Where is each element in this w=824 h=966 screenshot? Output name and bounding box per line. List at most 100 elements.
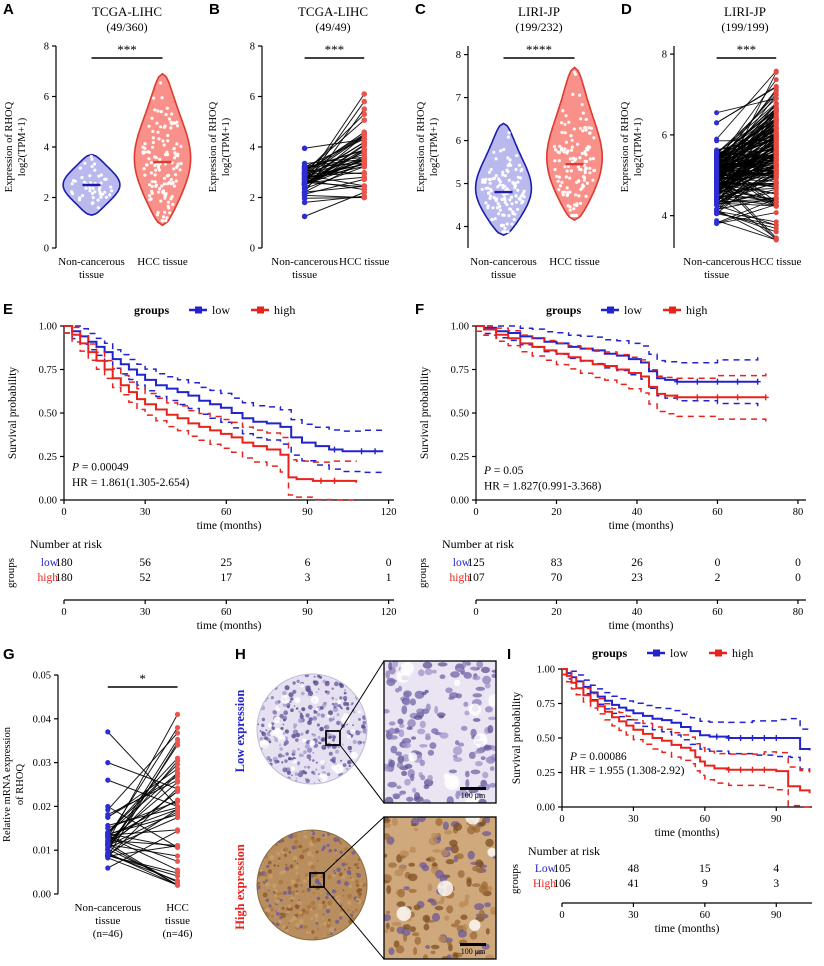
svg-text:groups: groups	[592, 646, 627, 660]
svg-text:****: ****	[526, 42, 552, 57]
svg-text:4: 4	[456, 222, 462, 233]
svg-text:3: 3	[305, 572, 311, 584]
panel-c-letter: C	[415, 1, 426, 18]
svg-text:80: 80	[793, 607, 804, 618]
km-curve-low	[476, 325, 758, 383]
svg-text:time (months): time (months)	[655, 827, 720, 839]
panel-i: I groups low high 0.00 0.25 0.50 0.75 1.00 0 30 60…	[504, 645, 824, 966]
violin-Non-cancerous tissue	[474, 122, 533, 236]
svg-text:0: 0	[44, 244, 49, 255]
svg-text:P = 0.00086: P = 0.00086	[569, 751, 627, 763]
panel-a: A TCGA-LIHC (49/360) 0 2 4 6 8 Expression of RH…	[0, 0, 206, 300]
svg-text:Survival probability: Survival probability	[419, 367, 431, 460]
svg-text:125: 125	[467, 557, 485, 569]
svg-text:groups: groups	[5, 558, 17, 588]
panel-c-chart: LIRI-JP(199/232) 4 5 6 7 8 Expression of RHOQ l…	[416, 4, 603, 281]
panel-b-canvas: TCGA-LIHC (49/49) 0 2 4 6 8 Expression of RHOQ l…	[206, 0, 412, 300]
panel-g-chart: 0.00 0.01 0.02 0.03 0.04 0.05 Relative mRNA ex…	[2, 671, 193, 941]
svg-text:0: 0	[386, 557, 392, 569]
svg-text:Expression of RHOQ: Expression of RHOQ	[620, 101, 631, 192]
panel-f: F groups low high 0.00 0.25 0.50 0.75 1.00 0 20 40…	[412, 300, 824, 645]
panel-h-images: Low expression 100 μm High expression 100 μ…	[233, 660, 497, 960]
svg-text:0.50: 0.50	[39, 409, 57, 420]
svg-text:100 μm: 100 μm	[461, 791, 486, 800]
svg-text:6: 6	[456, 136, 461, 147]
svg-text:HCC tissue: HCC tissue	[137, 256, 188, 268]
svg-text:52: 52	[139, 572, 151, 584]
svg-text:HCC tissue: HCC tissue	[339, 256, 390, 268]
panel-d-chart: LIRI-JP(199/199) 4 6 8 Expression of RHOQ log…	[620, 4, 802, 281]
svg-text:Expression of RHOQ: Expression of RHOQ	[4, 101, 15, 192]
svg-text:high: high	[38, 572, 59, 584]
svg-text:23: 23	[631, 572, 643, 584]
svg-text:83: 83	[551, 557, 563, 569]
svg-text:60: 60	[700, 910, 711, 921]
svg-text:8: 8	[44, 42, 49, 53]
ihc-core-image	[257, 830, 367, 940]
svg-text:15: 15	[699, 863, 711, 875]
violin-HCC tissue	[546, 66, 603, 222]
svg-text:LIRI-JP: LIRI-JP	[724, 4, 766, 19]
panel-a-chart: TCGA-LIHC(49/360) 0 2 4 6 8 Expression of RHOQ…	[4, 4, 192, 281]
svg-text:60: 60	[700, 814, 711, 825]
svg-text:time (months): time (months)	[609, 520, 674, 532]
svg-text:7: 7	[456, 93, 461, 104]
svg-text:low: low	[624, 303, 642, 317]
svg-text:log2(TPM+1): log2(TPM+1)	[633, 117, 644, 176]
svg-text:High: High	[533, 878, 556, 890]
svg-text:Non-cancerous: Non-cancerous	[58, 256, 125, 268]
svg-text:0.25: 0.25	[537, 768, 555, 779]
svg-text:*: *	[139, 671, 146, 686]
svg-text:6: 6	[662, 130, 667, 141]
svg-text:0.25: 0.25	[451, 452, 469, 463]
svg-text:Non-cancerous: Non-cancerous	[470, 256, 537, 268]
scale-bar	[460, 787, 486, 790]
svg-text:groups: groups	[509, 864, 521, 894]
svg-text:0: 0	[473, 507, 478, 518]
svg-text:25: 25	[221, 557, 233, 569]
svg-text:30: 30	[140, 507, 151, 518]
svg-text:3: 3	[773, 878, 779, 890]
svg-text:high: high	[450, 572, 471, 584]
svg-text:tissue: tissue	[95, 915, 120, 927]
panel-f-canvas: groups low high 0.00 0.25 0.50 0.75 1.00 0 20 40 60…	[412, 300, 824, 645]
panel-b: B TCGA-LIHC (49/49) 0 2 4 6 8 Expression of RHO…	[206, 0, 412, 300]
ihc-zoom-image	[384, 661, 496, 803]
svg-text:Survival probability: Survival probability	[7, 367, 19, 460]
svg-text:Expression of RHOQ: Expression of RHOQ	[416, 101, 427, 192]
svg-text:HCC: HCC	[166, 902, 189, 914]
svg-text:2: 2	[715, 572, 721, 584]
svg-text:Non-cancerous: Non-cancerous	[683, 256, 750, 268]
svg-text:Relative mRNA expression: Relative mRNA expression	[2, 726, 13, 842]
svg-text:5: 5	[456, 179, 461, 190]
svg-text:6: 6	[44, 92, 49, 103]
svg-text:tissue: tissue	[292, 269, 317, 281]
panel-b-letter: B	[209, 1, 220, 18]
svg-text:1.00: 1.00	[537, 665, 555, 676]
svg-text:20: 20	[551, 507, 562, 518]
svg-text:HCC tissue: HCC tissue	[549, 256, 600, 268]
svg-text:30: 30	[628, 814, 639, 825]
svg-text:low: low	[453, 557, 471, 569]
svg-text:8: 8	[662, 50, 667, 61]
svg-text:60: 60	[221, 607, 232, 618]
svg-text:1.00: 1.00	[39, 322, 57, 333]
svg-text:80: 80	[793, 507, 804, 518]
panel-g-canvas: 0.00 0.01 0.02 0.03 0.04 0.05 Relative mRNA ex…	[0, 645, 232, 966]
svg-text:TCGA-LIHC: TCGA-LIHC	[92, 4, 162, 19]
svg-text:0.05: 0.05	[33, 671, 51, 682]
svg-text:0.00: 0.00	[537, 803, 555, 814]
svg-text:HCC tissue: HCC tissue	[751, 256, 802, 268]
panel-d-canvas: LIRI-JP (199/199) 4 6 8 Expression of RHOQ log…	[618, 0, 824, 300]
svg-text:0: 0	[795, 557, 801, 569]
svg-text:60: 60	[712, 607, 723, 618]
svg-text:4: 4	[662, 211, 668, 222]
svg-text:(49/360): (49/360)	[106, 20, 147, 34]
km-curve-high	[64, 325, 358, 483]
svg-text:Number at risk: Number at risk	[528, 844, 600, 858]
panel-h-canvas: Low expression 100 μm High expression 100 μ…	[232, 645, 504, 966]
km-curve-high	[562, 668, 811, 794]
svg-text:0: 0	[61, 607, 66, 618]
